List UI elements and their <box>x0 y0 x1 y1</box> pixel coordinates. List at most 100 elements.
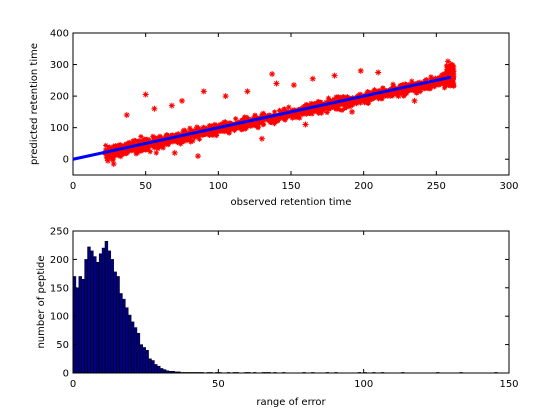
scatter-point <box>339 107 345 113</box>
scatter-point <box>358 96 364 102</box>
scatter-point <box>324 105 330 111</box>
y-tick-label: 50 <box>56 340 69 351</box>
scatter-point <box>276 107 283 113</box>
y-tick-label: 100 <box>50 312 69 323</box>
scatter-point <box>138 144 144 151</box>
scatter-point <box>336 106 342 113</box>
y-tick-label: 200 <box>50 255 69 266</box>
scatter-point <box>343 104 350 111</box>
scatter-point <box>222 127 228 133</box>
scatter-point <box>338 101 344 108</box>
scatter-point <box>244 88 251 95</box>
scatter-point <box>151 135 157 141</box>
scatter-point <box>293 112 300 118</box>
scatter-point <box>365 99 371 105</box>
scatter-point <box>175 139 181 145</box>
scatter-point <box>191 133 197 139</box>
scatter-point <box>303 109 309 115</box>
scatter-point <box>333 106 339 112</box>
x-tick-label: 50 <box>139 181 152 192</box>
histogram-bar <box>139 344 144 374</box>
histogram-y-axis-label: number of peptide <box>36 255 47 348</box>
scatter-point <box>180 128 186 134</box>
scatter-point <box>317 100 323 106</box>
scatter-point <box>443 63 450 69</box>
scatter-point <box>309 75 316 82</box>
x-tick-label: 100 <box>209 181 228 192</box>
histogram-bar <box>151 360 155 374</box>
scatter-point <box>308 100 314 106</box>
scatter-point <box>135 150 141 156</box>
scatter-point <box>155 135 161 141</box>
scatter-point <box>194 124 200 130</box>
scatter-point <box>438 75 444 81</box>
scatter-point <box>450 70 456 76</box>
scatter-point <box>110 143 117 149</box>
scatter-point <box>124 141 130 147</box>
y-tick-label: 100 <box>50 123 69 134</box>
scatter-point <box>403 82 409 88</box>
scatter-point <box>110 156 116 162</box>
scatter-point <box>183 138 189 144</box>
scatter-point <box>103 151 109 158</box>
scatter-point <box>212 131 219 137</box>
scatter-point <box>272 109 278 115</box>
scatter-point <box>207 128 214 134</box>
scatter-point <box>137 147 143 153</box>
histogram-bar <box>157 365 161 374</box>
scatter-point <box>170 132 176 138</box>
scatter-point <box>438 81 444 87</box>
histogram-bars <box>72 240 498 374</box>
scatter-point <box>139 138 145 145</box>
scatter-point <box>180 139 186 145</box>
scatter-point <box>347 104 353 110</box>
scatter-point <box>173 136 179 142</box>
scatter-point <box>231 127 238 134</box>
scatter-point <box>130 147 136 153</box>
scatter-point <box>220 120 226 126</box>
scatter-point <box>145 142 151 148</box>
scatter-point <box>248 123 254 129</box>
scatter-point <box>104 156 110 162</box>
scatter-point <box>144 136 150 142</box>
histogram-bar <box>148 358 152 374</box>
scatter-point <box>371 87 378 93</box>
scatter-point <box>113 152 119 158</box>
scatter-point <box>319 105 325 111</box>
histogram-bar <box>104 240 109 374</box>
scatter-point <box>373 93 379 99</box>
scatter-point <box>420 83 426 90</box>
scatter-point <box>269 116 275 122</box>
scatter-point <box>118 150 124 157</box>
scatter-point <box>414 90 420 96</box>
scatter-point <box>157 142 164 148</box>
scatter-point <box>441 71 447 77</box>
histogram-bar <box>142 347 146 374</box>
scatter-point <box>399 91 405 97</box>
scatter-point <box>342 101 348 107</box>
scatter-point <box>449 75 455 81</box>
scatter-point <box>141 136 147 142</box>
scatter-point <box>151 145 157 151</box>
scatter-point <box>445 68 451 75</box>
scatter-point <box>409 78 415 84</box>
scatter-point <box>147 141 153 147</box>
y-tick-label: 150 <box>50 283 69 294</box>
scatter-point <box>237 122 243 128</box>
scatter-point <box>401 89 407 95</box>
histogram-bar <box>116 276 120 374</box>
scatter-point <box>112 143 119 149</box>
histogram-bar <box>110 259 114 374</box>
histogram-bar <box>162 369 167 374</box>
scatter-point <box>181 136 187 142</box>
y-tick-label: 300 <box>50 60 69 71</box>
scatter-point <box>316 105 322 111</box>
scatter-point <box>158 140 164 146</box>
scatter-point <box>265 117 272 123</box>
scatter-point <box>261 121 267 127</box>
histogram-bar <box>107 250 112 374</box>
x-tick-label: 150 <box>281 181 300 192</box>
scatter-point <box>447 61 454 68</box>
scatter-point <box>407 87 413 93</box>
